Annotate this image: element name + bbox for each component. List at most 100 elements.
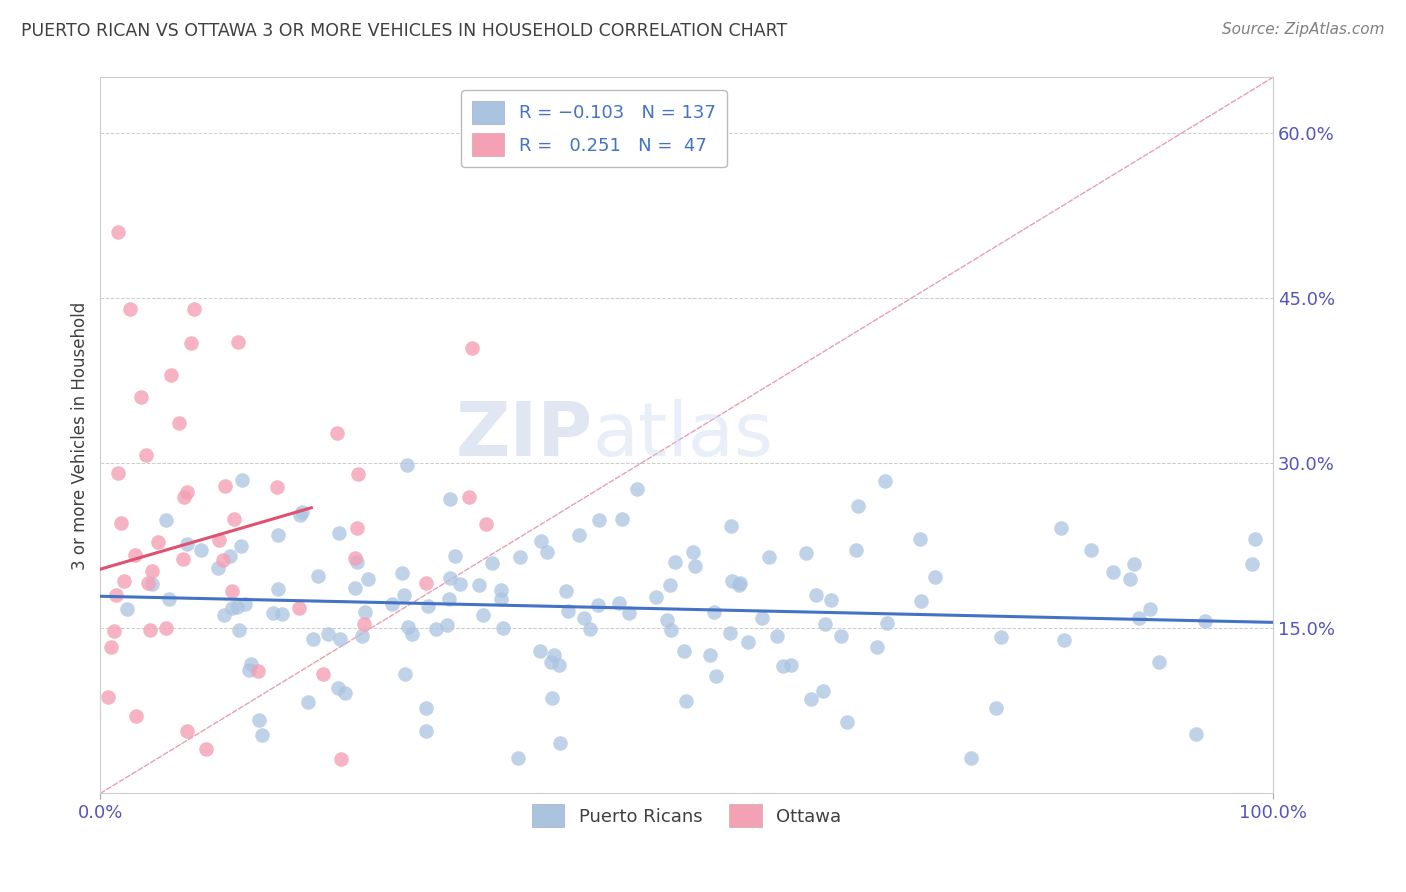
Point [436,618,458,632]
Point [718,626,741,640]
Point [124,548,146,562]
Point [772,658,794,673]
Point [444,549,467,563]
Point [176,537,198,551]
Point [391,566,413,580]
Point [354,605,377,619]
Point [866,640,889,654]
Point [176,484,198,499]
Point [506,751,529,765]
Point [146,535,169,549]
Point [492,622,515,636]
Point [699,648,721,663]
Point [439,492,461,507]
Point [1122,558,1144,572]
Point [344,581,367,595]
Point [347,467,370,481]
Point [529,643,551,657]
Point [655,613,678,627]
Point [107,225,129,239]
Point [588,513,610,527]
Point [301,632,323,647]
Point [167,417,190,431]
Point [218,549,240,564]
Point [799,692,821,706]
Point [449,577,471,591]
Point [471,608,494,623]
Point [586,598,609,612]
Point [131,390,153,404]
Point [536,544,558,558]
Point [540,655,562,669]
Point [326,425,349,440]
Point [141,577,163,591]
Text: PUERTO RICAN VS OTTAWA 3 OR MORE VEHICLES IN HOUSEHOLD CORRELATION CHART: PUERTO RICAN VS OTTAWA 3 OR MORE VEHICLE… [21,22,787,40]
Point [267,528,290,542]
Point [1119,572,1142,586]
Point [110,516,132,530]
Point [418,599,440,614]
Point [811,683,834,698]
Point [207,561,229,575]
Point [267,582,290,596]
Point [238,663,260,677]
Point [172,551,194,566]
Point [1194,614,1216,628]
Text: atlas: atlas [593,399,773,472]
Point [548,736,571,750]
Point [159,368,181,382]
Point [381,597,404,611]
Point [820,593,842,607]
Point [266,480,288,494]
Point [212,552,235,566]
Point [489,582,512,597]
Point [155,513,177,527]
Point [737,635,759,649]
Point [425,622,447,636]
Point [330,752,353,766]
Point [530,534,553,549]
Point [607,596,630,610]
Point [1080,543,1102,558]
Point [1128,611,1150,625]
Point [557,604,579,618]
Point [846,499,869,513]
Text: Source: ZipAtlas.com: Source: ZipAtlas.com [1222,22,1385,37]
Point [112,574,135,588]
Point [908,532,931,546]
Point [316,627,339,641]
Point [221,584,243,599]
Point [228,623,250,637]
Point [548,658,571,673]
Point [246,664,269,678]
Point [221,601,243,615]
Point [439,591,461,606]
Point [910,594,932,608]
Text: ZIP: ZIP [456,399,593,472]
Point [173,490,195,504]
Point [395,458,418,472]
Point [291,505,314,519]
Point [489,592,512,607]
Point [346,521,368,535]
Point [468,578,491,592]
Point [765,630,787,644]
Point [328,526,350,541]
Point [672,644,695,658]
Legend: Puerto Ricans, Ottawa: Puerto Ricans, Ottawa [524,797,849,834]
Point [100,640,122,654]
Point [346,555,368,569]
Point [262,606,284,620]
Point [226,334,249,349]
Point [481,556,503,570]
Point [415,575,437,590]
Point [353,617,375,632]
Point [664,555,686,569]
Point [155,621,177,635]
Point [1139,602,1161,616]
Point [135,449,157,463]
Point [682,544,704,558]
Point [194,742,217,756]
Point [876,615,898,630]
Point [139,624,162,638]
